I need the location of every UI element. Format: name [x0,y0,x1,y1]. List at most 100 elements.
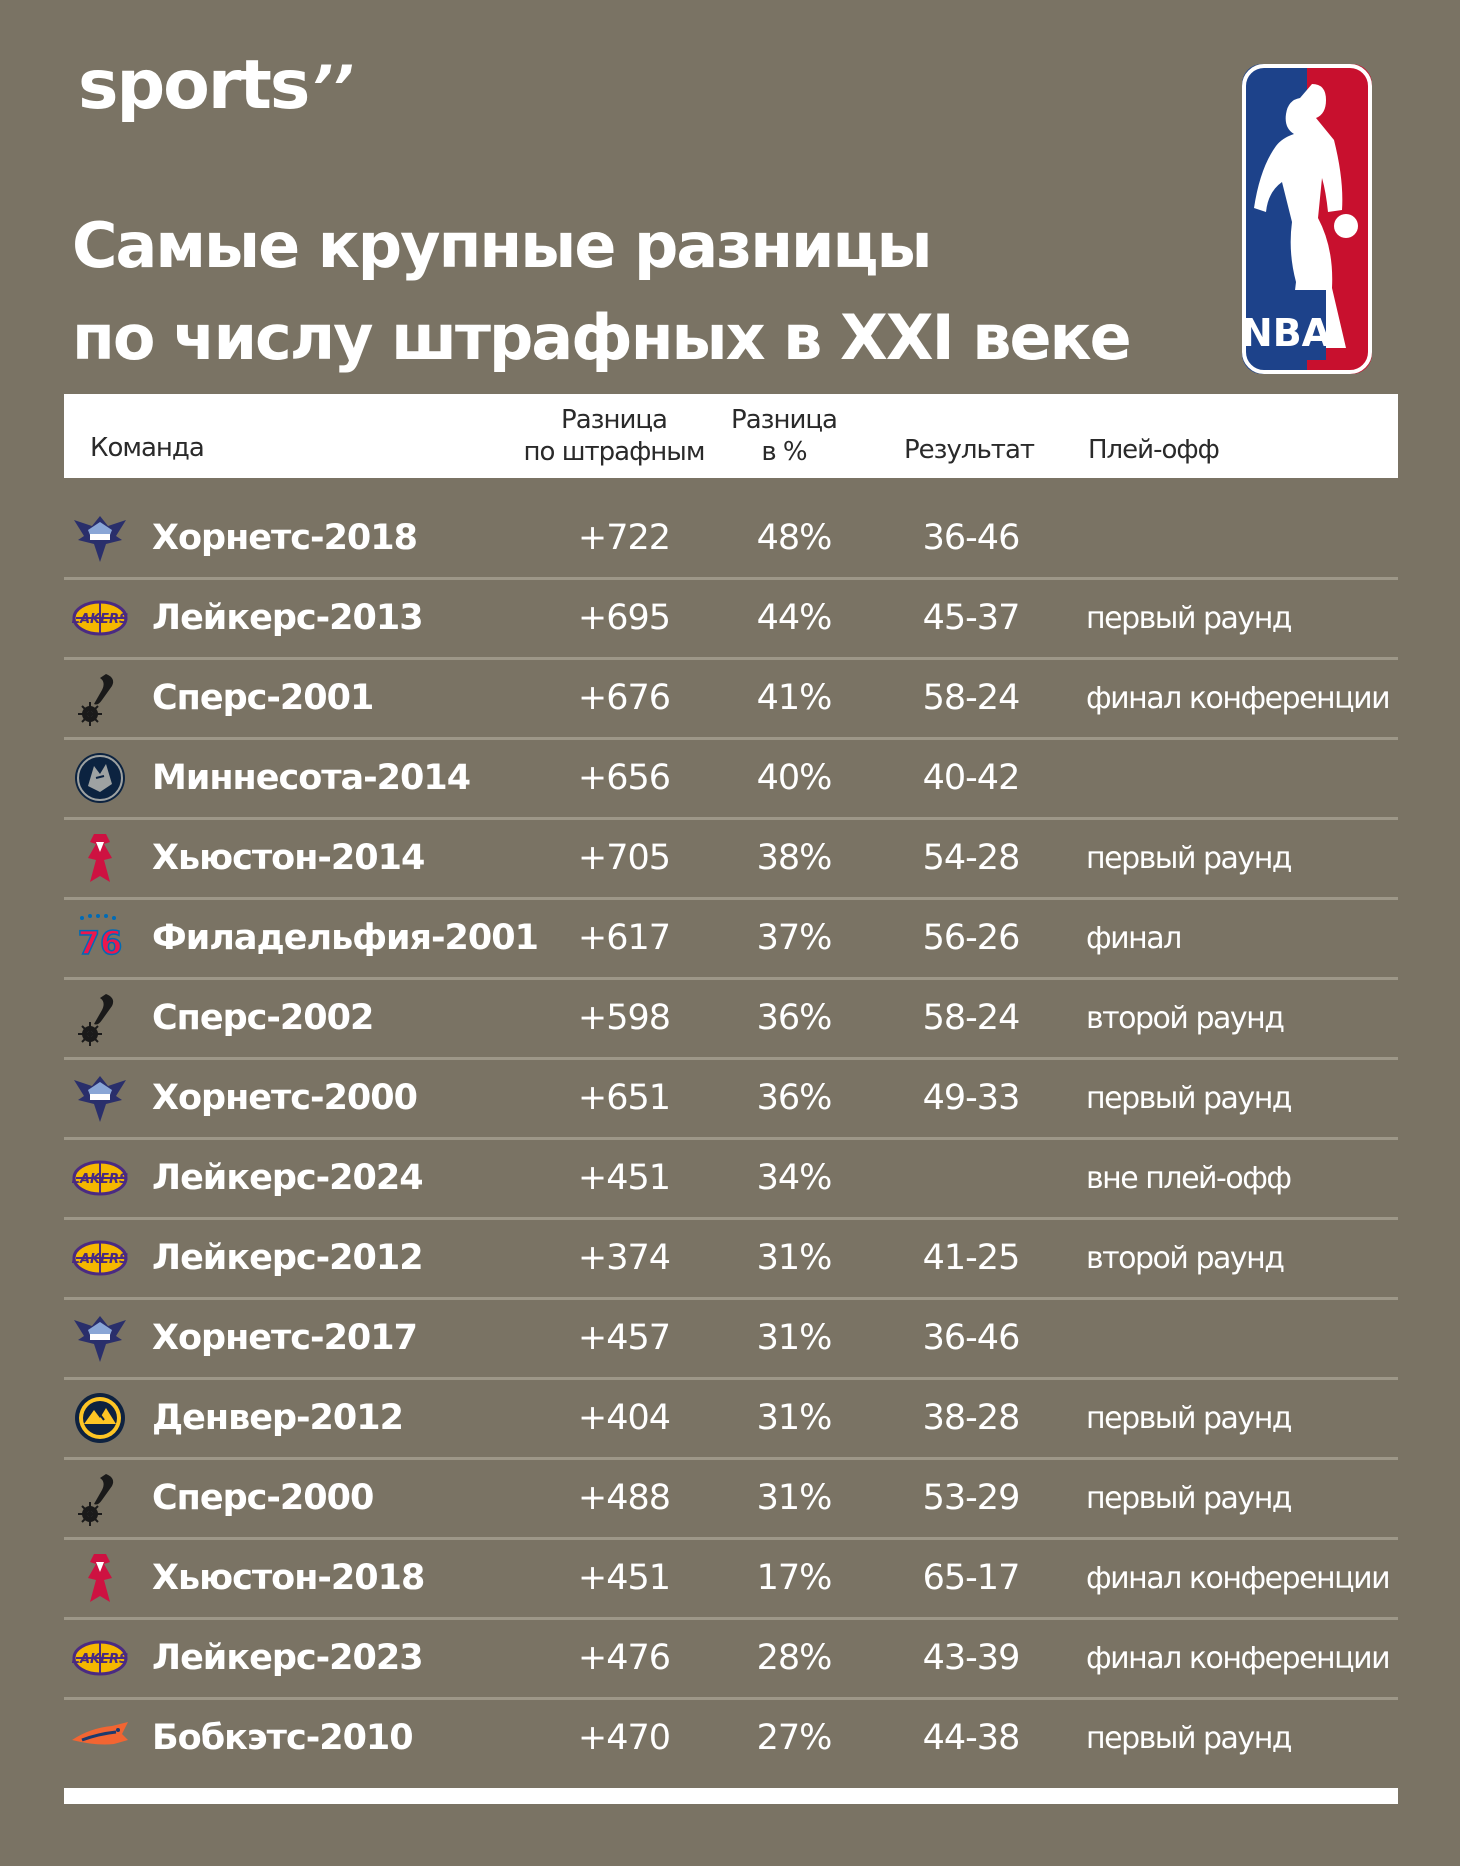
svg-text:76: 76 [78,924,123,962]
team-name: Денвер-2012 [152,1398,404,1438]
free-throw-difference: +451 [577,1558,671,1598]
difference-percent: 40% [756,758,833,798]
sports-brand-logo: sports’’ [78,46,354,125]
team-name: Хорнетс-2000 [152,1078,418,1118]
difference-percent: 37% [756,918,833,958]
svg-text:LAKERS: LAKERS [72,1172,129,1187]
table-row: Миннесота-2014 +656 40% 40-42 [64,740,1398,820]
team-name: Хорнетс-2018 [152,518,418,558]
free-throw-difference: +451 [577,1158,671,1198]
team-name: Лейкерс-2013 [152,598,424,638]
team-name: Лейкерс-2024 [152,1158,424,1198]
season-result: 49-33 [922,1078,1021,1118]
team-name: Хьюстон-2018 [152,1558,425,1598]
season-result: 58-24 [922,678,1021,718]
season-result: 36-46 [922,1318,1021,1358]
header-playoff: Плей-офф [1088,435,1220,465]
team-name: Сперс-2001 [152,678,374,718]
table-row: Сперс-2000 +488 31% 53-29 первый раунд [64,1460,1398,1540]
season-result: 44-38 [922,1718,1021,1758]
playoff-outcome: финал [1086,921,1182,956]
nuggets-logo-icon [70,1390,130,1446]
season-result: 58-24 [922,998,1021,1038]
header-pct-line-2: в % [761,437,807,467]
season-result: 54-28 [922,838,1021,878]
difference-percent: 48% [756,518,833,558]
bottom-divider [64,1788,1398,1804]
difference-percent: 38% [756,838,833,878]
header-pct-line-1: Разница [731,405,838,435]
free-throw-difference: +651 [577,1078,671,1118]
table-header: Команда Разница по штрафным Разница в % … [64,394,1398,478]
header-pct: Разница в % [704,404,864,468]
playoff-outcome: первый раунд [1086,1481,1293,1516]
hornets-logo-icon [70,510,130,566]
table-row: LAKERS Лейкерс-2023 +476 28% 43-39 финал конф… [64,1620,1398,1700]
playoff-outcome: вне плей-офф [1086,1161,1292,1196]
header-diff: Разница по штрафным [494,404,734,468]
team-name: Хьюстон-2014 [152,838,425,878]
team-name: Лейкерс-2012 [152,1238,424,1278]
season-result: 40-42 [922,758,1021,798]
table-row: Бобкэтс-2010 +470 27% 44-38 первый раунд [64,1700,1398,1780]
free-throw-difference: +374 [577,1238,671,1278]
spurs-logo-icon [70,1470,130,1526]
table-row: Хорнетс-2017 +457 31% 36-46 [64,1300,1398,1380]
table-body: Хорнетс-2018 +722 48% 36-46 LAKERS Лейкерс-20… [64,500,1398,1780]
table-row: Хорнетс-2018 +722 48% 36-46 [64,500,1398,580]
team-name: Сперс-2002 [152,998,374,1038]
free-throw-difference: +705 [577,838,671,878]
playoff-outcome: первый раунд [1086,1721,1293,1756]
free-throw-difference: +404 [577,1398,671,1438]
lakers-logo-icon: LAKERS [70,590,130,646]
free-throw-difference: +722 [577,518,671,558]
playoff-outcome: первый раунд [1086,601,1293,636]
page-title: Самые крупные разницы по числу штрафных … [72,200,1132,384]
playoff-outcome: первый раунд [1086,1081,1293,1116]
spurs-logo-icon [70,990,130,1046]
free-throw-difference: +476 [577,1638,671,1678]
table-row: 76 Филадельфия-2001 +617 37% 56-26 финал [64,900,1398,980]
difference-percent: 31% [756,1318,833,1358]
table-row: LAKERS Лейкерс-2012 +374 31% 41-25 второй рау… [64,1220,1398,1300]
free-throw-difference: +676 [577,678,671,718]
spurs-logo-icon [70,670,130,726]
difference-percent: 27% [756,1718,833,1758]
hornets-logo-icon [70,1310,130,1366]
playoff-outcome: первый раунд [1086,1401,1293,1436]
playoff-outcome: финал конференции [1086,1561,1391,1596]
title-line-1: Самые крупные разницы [72,209,933,282]
difference-percent: 36% [756,998,833,1038]
difference-percent: 41% [756,678,833,718]
difference-percent: 17% [756,1558,833,1598]
free-throw-difference: +598 [577,998,671,1038]
season-result [886,1140,1056,1217]
team-name: Сперс-2000 [152,1478,374,1518]
difference-percent: 34% [756,1158,833,1198]
season-result: 65-17 [922,1558,1021,1598]
title-line-2: по числу штрафных в XXI веке [72,301,1132,374]
header-team: Команда [90,433,205,463]
season-result: 38-28 [922,1398,1021,1438]
header-diff-line-1: Разница [561,405,668,435]
table-row: Сперс-2001 +676 41% 58-24 финал конференции [64,660,1398,740]
table-row: Сперс-2002 +598 36% 58-24 второй раунд [64,980,1398,1060]
bobcats-logo-icon [70,1710,130,1766]
rockets-logo-icon [70,1550,130,1606]
season-result: 43-39 [922,1638,1021,1678]
season-result: 41-25 [922,1238,1021,1278]
team-name: Миннесота-2014 [152,758,471,798]
header-result: Результат [903,435,1035,465]
table-row: LAKERS Лейкерс-2024 +451 34% вне плей-офф [64,1140,1398,1220]
playoff-outcome: второй раунд [1086,1241,1285,1276]
playoff-outcome: второй раунд [1086,1001,1285,1036]
free-throw-difference: +470 [577,1718,671,1758]
playoff-outcome: финал конференции [1086,681,1391,716]
table-row: Хьюстон-2014 +705 38% 54-28 первый раунд [64,820,1398,900]
season-result: 53-29 [922,1478,1021,1518]
team-name: Хорнетс-2017 [152,1318,418,1358]
rockets-logo-icon [70,830,130,886]
svg-text:LAKERS: LAKERS [72,612,129,627]
difference-percent: 31% [756,1238,833,1278]
lakers-logo-icon: LAKERS [70,1150,130,1206]
